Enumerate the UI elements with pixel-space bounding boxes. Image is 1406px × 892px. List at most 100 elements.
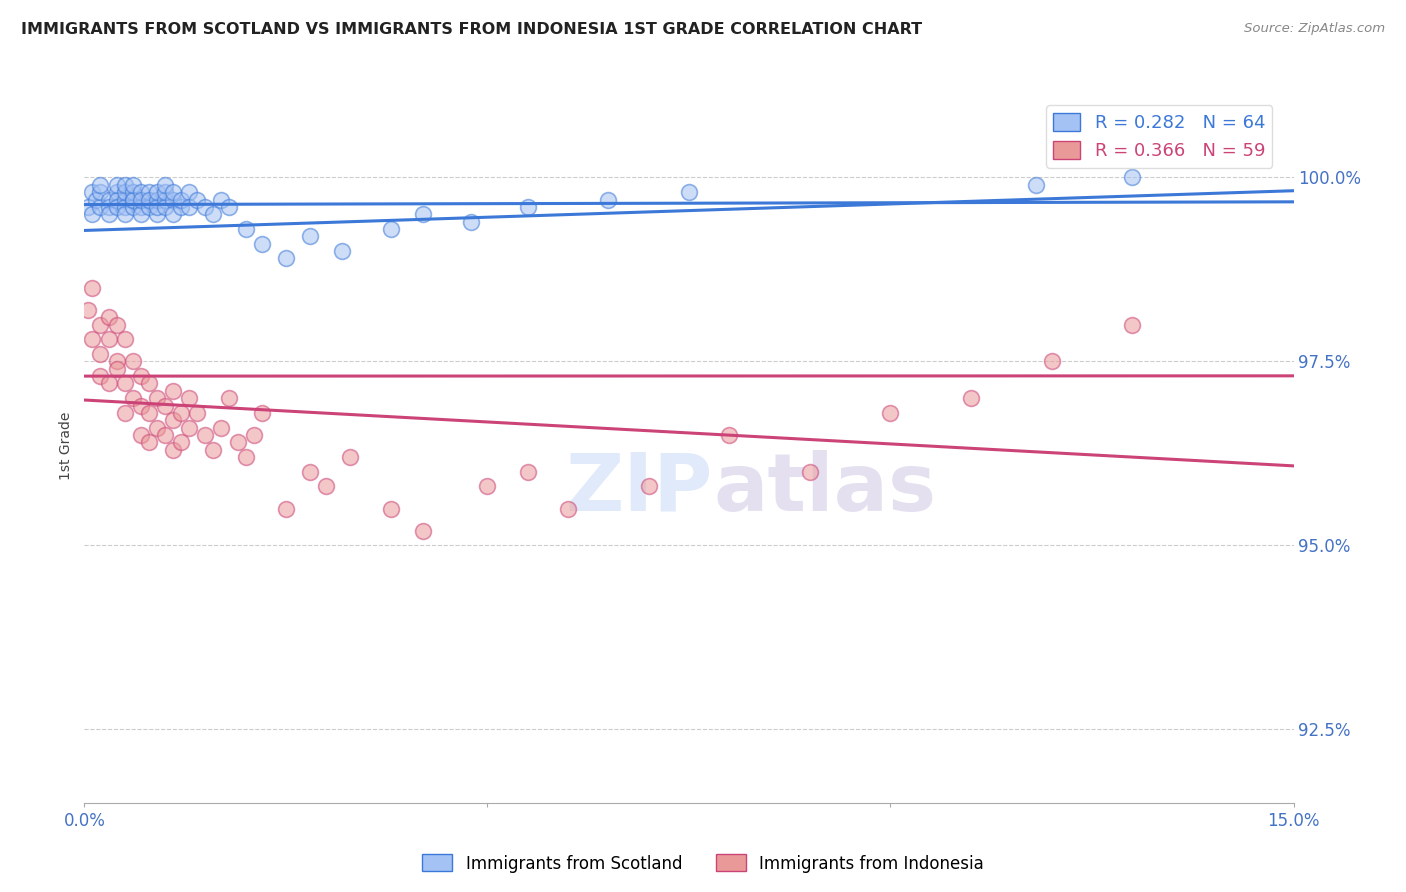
Point (202, 207, 225, 221)
Point (121, 185, 143, 199)
Point (250, 406, 273, 420)
Point (114, 200, 136, 214)
Point (105, 318, 128, 332)
Point (129, 185, 152, 199)
Point (153, 178, 176, 192)
Point (114, 185, 136, 199)
Point (89, 347, 111, 361)
Point (121, 193, 143, 207)
Point (637, 479, 659, 493)
Point (380, 222, 402, 236)
Point (114, 376, 136, 391)
Point (516, 465, 538, 479)
Point (129, 207, 152, 221)
Point (250, 236, 273, 251)
Point (129, 200, 152, 214)
Point (162, 193, 184, 207)
Point (330, 244, 353, 258)
Point (77, 302, 100, 317)
Point (129, 369, 152, 384)
Point (186, 193, 208, 207)
Point (105, 185, 128, 199)
Y-axis label: 1st Grade: 1st Grade (59, 412, 73, 480)
Point (179, 185, 201, 199)
Point (209, 193, 232, 207)
Point (121, 178, 143, 192)
Point (146, 193, 169, 207)
Point (121, 193, 143, 207)
Point (477, 479, 499, 493)
Point (97, 376, 120, 391)
Point (209, 420, 232, 434)
Point (138, 200, 160, 214)
Point (186, 406, 208, 420)
Point (82, 207, 104, 221)
Point (105, 354, 128, 368)
Point (170, 406, 193, 420)
Point (1121, 318, 1143, 332)
Point (114, 332, 136, 346)
Point (412, 524, 434, 538)
Point (179, 200, 201, 214)
Point (202, 442, 225, 457)
Point (339, 450, 361, 464)
Point (97, 207, 120, 221)
Point (412, 207, 434, 221)
Text: atlas: atlas (713, 450, 936, 528)
Point (138, 185, 160, 199)
Point (162, 384, 184, 398)
Point (218, 391, 240, 405)
Point (121, 391, 143, 405)
Point (879, 406, 901, 420)
Point (179, 391, 201, 405)
Point (162, 185, 184, 199)
Point (162, 207, 184, 221)
Point (97, 332, 120, 346)
Legend: R = 0.282   N = 64, R = 0.366   N = 59: R = 0.282 N = 64, R = 0.366 N = 59 (1046, 105, 1272, 168)
Point (97, 200, 120, 214)
Point (89, 185, 111, 199)
Point (1040, 354, 1063, 368)
Point (146, 391, 169, 405)
Text: ZIP: ZIP (565, 450, 713, 528)
Point (105, 200, 128, 214)
Point (516, 200, 538, 214)
Point (153, 200, 176, 214)
Point (153, 193, 176, 207)
Point (299, 229, 322, 244)
Point (146, 207, 169, 221)
Point (129, 399, 152, 413)
Point (146, 420, 169, 434)
Point (226, 435, 249, 450)
Point (153, 428, 176, 442)
Point (89, 178, 111, 192)
Point (299, 465, 322, 479)
Point (138, 435, 160, 450)
Point (170, 435, 193, 450)
Point (138, 193, 160, 207)
Point (960, 391, 983, 405)
Point (146, 200, 169, 214)
Legend: Immigrants from Scotland, Immigrants from Indonesia: Immigrants from Scotland, Immigrants fro… (416, 847, 990, 880)
Point (162, 442, 184, 457)
Point (105, 361, 128, 376)
Point (114, 406, 136, 420)
Point (218, 200, 240, 214)
Point (86, 193, 108, 207)
Point (114, 178, 136, 192)
Point (242, 428, 264, 442)
Point (274, 252, 297, 266)
Point (89, 369, 111, 384)
Point (170, 193, 193, 207)
Point (121, 354, 143, 368)
Point (105, 178, 128, 192)
Point (77, 200, 100, 214)
Point (97, 193, 120, 207)
Point (557, 501, 579, 516)
Point (146, 185, 169, 199)
Text: Source: ZipAtlas.com: Source: ZipAtlas.com (1244, 22, 1385, 36)
Point (315, 479, 337, 493)
Point (114, 193, 136, 207)
Point (678, 185, 700, 199)
Point (598, 193, 620, 207)
